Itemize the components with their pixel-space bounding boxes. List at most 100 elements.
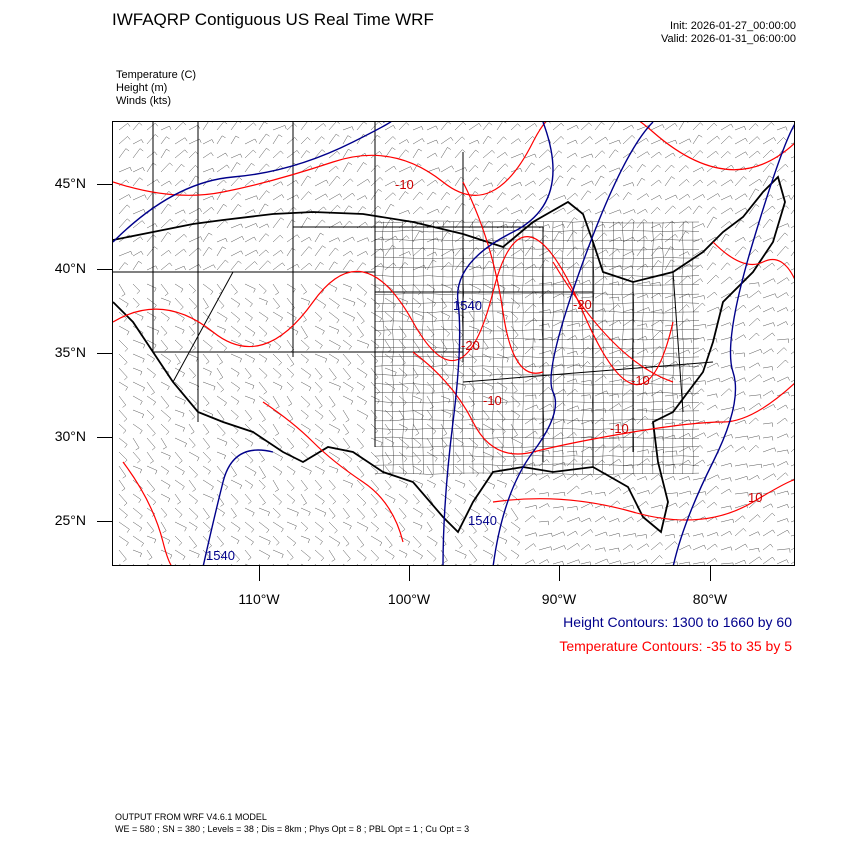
wind-barb — [412, 549, 423, 557]
wind-barb-flag — [531, 162, 536, 166]
wind-barb — [258, 395, 270, 404]
wind-barb — [636, 294, 647, 299]
wind-barb-flag — [550, 403, 553, 408]
wind-barb-flag — [757, 362, 761, 367]
wind-barb-flag — [318, 487, 322, 491]
wind-barb-flag — [492, 400, 495, 405]
wind-barb-flag — [266, 223, 270, 228]
wind-barb — [216, 246, 223, 257]
wind-barb-flag — [303, 291, 307, 295]
wind-barb-flag — [192, 322, 197, 326]
wind-barb — [468, 479, 477, 489]
wind-barb — [398, 139, 407, 145]
wind-barb-flag — [783, 347, 787, 351]
wind-barb — [132, 236, 141, 243]
wind-barb-flag — [321, 290, 324, 294]
wind-barb — [384, 353, 394, 361]
wind-barb-flag — [198, 247, 202, 251]
wind-barb-flag — [618, 487, 622, 491]
wind-barb — [496, 549, 507, 558]
wind-barb — [258, 493, 266, 503]
wind-barb — [146, 493, 156, 503]
wind-barb — [188, 451, 200, 458]
wind-barb-flag — [685, 231, 690, 234]
wind-barb — [566, 506, 577, 509]
wind-barb-flag — [476, 473, 479, 477]
wind-barb-flag — [152, 358, 155, 363]
wind-barb-flag — [563, 531, 566, 536]
wind-barb-flag — [546, 459, 550, 463]
wind-barb-flag — [633, 487, 636, 491]
wind-barb-flag — [728, 488, 732, 493]
wind-barb-flag — [774, 447, 777, 452]
wind-barb — [748, 318, 758, 327]
wind-barb-flag — [619, 209, 622, 214]
wind-barb-flag — [617, 393, 619, 398]
wind-barb — [356, 409, 368, 417]
wind-barb — [398, 521, 406, 530]
wind-barb-flag — [293, 206, 297, 210]
wind-barb — [258, 297, 268, 302]
wind-barb — [762, 473, 774, 481]
wind-barb-flag — [576, 418, 580, 422]
wind-barb — [188, 175, 196, 187]
wind-barb-flag — [379, 542, 383, 547]
wind-barb-flag — [236, 540, 240, 545]
wind-barb — [762, 332, 773, 341]
wind-barb-flag — [458, 406, 462, 409]
wind-barb — [552, 374, 563, 383]
wind-barb-flag — [361, 516, 365, 520]
wind-barb-flag — [473, 559, 477, 563]
wind-barb — [664, 294, 675, 299]
lat-tick — [97, 437, 112, 438]
wind-barb-flag — [688, 433, 691, 438]
wind-barb-flag — [194, 474, 198, 478]
wind-barb — [608, 444, 620, 453]
wind-barb-flag — [517, 501, 521, 505]
wind-barb-flag — [335, 166, 339, 170]
wind-barb — [538, 177, 548, 187]
wind-barb-flag — [689, 263, 692, 268]
lat-label-40: 40°N — [54, 260, 86, 276]
wind-barb-flag — [548, 450, 550, 455]
wind-barb — [538, 492, 549, 495]
wind-barb — [412, 247, 423, 257]
wind-barb-flag — [514, 348, 518, 352]
wind-barb — [314, 521, 324, 530]
wind-barb — [678, 122, 685, 131]
wind-barb-flag — [184, 527, 187, 532]
wind-barb — [790, 478, 794, 481]
wind-barb — [118, 381, 128, 388]
wind-barb — [342, 409, 350, 421]
wind-barb-flag — [127, 123, 131, 127]
wind-barb — [608, 304, 618, 313]
wind-barb — [706, 449, 718, 453]
wind-barb — [594, 175, 602, 187]
wind-barb — [160, 423, 170, 432]
wind-barb — [510, 493, 521, 502]
wind-barb-flag — [743, 176, 747, 180]
wind-barb-flag — [532, 278, 536, 283]
wind-barb — [370, 409, 378, 418]
wind-barb-flag — [199, 138, 202, 143]
wind-barb-flag — [139, 430, 143, 435]
wind-barb — [552, 531, 564, 537]
wind-barb-flag — [137, 460, 141, 464]
wind-barb — [692, 295, 704, 299]
wind-barb — [566, 559, 579, 565]
wind-barb-flag — [730, 477, 732, 482]
wind-barb-flag — [208, 545, 212, 549]
wind-barb — [622, 516, 632, 523]
wind-barb — [538, 532, 552, 537]
wind-barb-flag — [725, 233, 730, 237]
wind-barb-flag — [601, 150, 606, 154]
wind-barb-flag — [464, 385, 466, 390]
wind-barb-flag — [221, 135, 226, 139]
wind-barb-flag — [193, 306, 198, 310]
wind-barb-flag — [473, 531, 477, 534]
wind-barb — [566, 363, 580, 369]
wind-barb — [216, 493, 225, 505]
wind-barb-flag — [702, 194, 706, 198]
wind-barb — [146, 223, 156, 229]
wind-barb — [636, 543, 647, 551]
